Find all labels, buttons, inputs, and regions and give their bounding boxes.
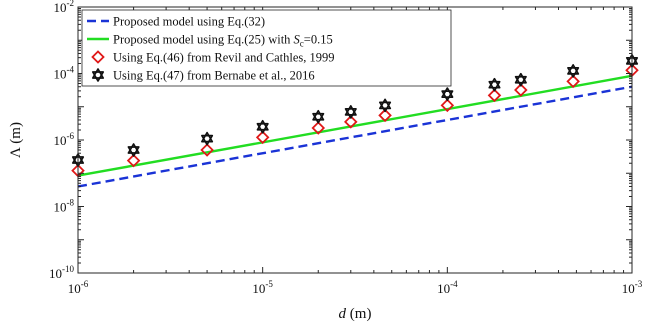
y-tick-label: 10-8: [54, 198, 75, 215]
x-tick-base: 10: [68, 281, 81, 296]
hexagram-marker-2-tri-down: [127, 146, 140, 157]
y-tick-base: 10: [54, 200, 67, 215]
hexagram-marker-6-tri-down: [344, 108, 357, 119]
x-tick-base: 10: [437, 281, 450, 296]
legend-item-4: Using Eq.(47) from Bernabe et al., 2016: [91, 68, 315, 83]
series-line-1: [77, 85, 633, 188]
legend-label-part: =0.15: [304, 33, 333, 47]
hexagram-marker-10-tri-up: [514, 72, 527, 84]
x-tick-base: 10: [252, 281, 265, 296]
legend-item-3: Using Eq.(46) from Revil and Cathles, 19…: [91, 50, 335, 65]
x-tick-label: 10-5: [252, 279, 273, 296]
hexagram-marker-6: [344, 105, 357, 119]
hexagram-marker-8: [441, 87, 454, 101]
legend-label: Using Eq.(47) from Bernabe et al., 2016: [113, 69, 315, 83]
hexagram-marker-3-tri-down: [201, 134, 214, 146]
hexagram-marker-6-tri-up: [344, 105, 357, 116]
hexagram-marker-9-tri-down: [488, 80, 501, 92]
y-tick-label: 10-6: [54, 131, 75, 148]
y-tick-label: 10-4: [54, 65, 75, 82]
x-tick-exponent: -4: [450, 279, 458, 289]
legend-box: [81, 9, 452, 87]
legend-label-part: Proposed model using Eq.(25) with: [113, 33, 294, 47]
y-axis-label: Λ (m): [8, 122, 24, 158]
diamond-marker-5: [311, 121, 326, 135]
y-tick-base: 10: [54, 67, 67, 82]
legend-swatch-hexagram: [91, 68, 105, 82]
hexagram-marker-7: [379, 98, 392, 113]
hexagram-marker-11: [567, 64, 580, 78]
diamond-marker-2: [126, 153, 141, 168]
series-line-2: [77, 74, 633, 177]
x-tick-label: 10-6: [68, 279, 89, 296]
x-tick-label: 10-3: [622, 279, 643, 296]
hexagram-marker-3: [201, 131, 214, 146]
hexagram-marker-2: [127, 143, 140, 157]
legend-swatch-diamond: [91, 50, 105, 64]
diamond-marker-10: [514, 83, 528, 97]
diamond-marker-4: [255, 130, 270, 145]
hexagram-marker-9: [488, 77, 501, 92]
hexagram-marker-7-tri-up: [379, 98, 392, 110]
hexagram-marker-5-tri-down: [312, 112, 325, 124]
diamond-marker-8: [440, 98, 455, 113]
diamond-marker-3: [200, 143, 214, 157]
legend-label-symbol: S: [294, 33, 301, 47]
y-tick-base: 10: [54, 133, 67, 148]
hexagram-marker-8-tri-down: [441, 90, 454, 101]
x-tick-base: 10: [622, 281, 635, 296]
hexagram-marker-11-tri-down: [567, 67, 580, 78]
legend-swatch-hexagram-tri-down: [91, 71, 105, 82]
x-axis-label: d (m): [339, 306, 372, 322]
x-tick-label: 10-4: [437, 279, 458, 296]
hexagram-marker-4-tri-up: [256, 119, 269, 131]
hexagram-marker-4-tri-down: [256, 122, 269, 134]
y-tick-exponent: -4: [67, 65, 75, 75]
hexagram-marker-5: [312, 109, 325, 124]
legend: Proposed model using Eq.(32) Proposed mod…: [81, 9, 452, 87]
legend-label: Proposed model using Eq.(32): [113, 15, 265, 29]
y-tick-base: 10: [49, 266, 62, 281]
hexagram-marker-11-tri-up: [567, 64, 580, 75]
diamond-marker-11: [566, 74, 580, 89]
y-tick-base: 10: [54, 0, 67, 15]
x-tick-exponent: -6: [81, 279, 89, 289]
hexagram-marker-7-tri-down: [379, 101, 392, 113]
y-tick-exponent: -10: [62, 264, 74, 274]
legend-swatch-hexagram-tri-up: [91, 68, 105, 79]
hexagram-marker-5-tri-up: [312, 109, 325, 121]
diamond-marker-7: [378, 108, 392, 123]
legend-label-subscript: c: [300, 39, 304, 49]
hexagram-marker-10-tri-down: [514, 75, 527, 87]
legend-item-1: Proposed model using Eq.(32): [87, 15, 265, 29]
hexagram-marker-9-tri-up: [488, 77, 501, 89]
hexagram-marker-10: [514, 72, 527, 87]
hexagram-marker-8-tri-up: [441, 87, 454, 98]
legend-label: Proposed model using Eq.(25) with Sc=0.1…: [113, 33, 333, 49]
diamond-marker-6: [344, 115, 358, 129]
hexagram-marker-2-tri-up: [127, 143, 140, 154]
x-tick-exponent: -5: [265, 279, 273, 289]
y-tick-label: 10-2: [54, 0, 75, 15]
y-tick-label: 10-10: [49, 264, 74, 281]
x-tick-exponent: -3: [635, 279, 643, 289]
diamond-marker-9: [487, 88, 502, 103]
y-tick-exponent: -2: [67, 0, 75, 8]
legend-item-2: Proposed model using Eq.(25) with Sc=0.1…: [87, 33, 333, 49]
y-tick-exponent: -6: [67, 131, 75, 141]
hexagram-marker-4: [256, 119, 269, 134]
legend-label: Using Eq.(46) from Revil and Cathles, 19…: [113, 51, 335, 65]
hexagram-marker-3-tri-up: [201, 131, 214, 143]
y-tick-exponent: -8: [67, 198, 75, 208]
